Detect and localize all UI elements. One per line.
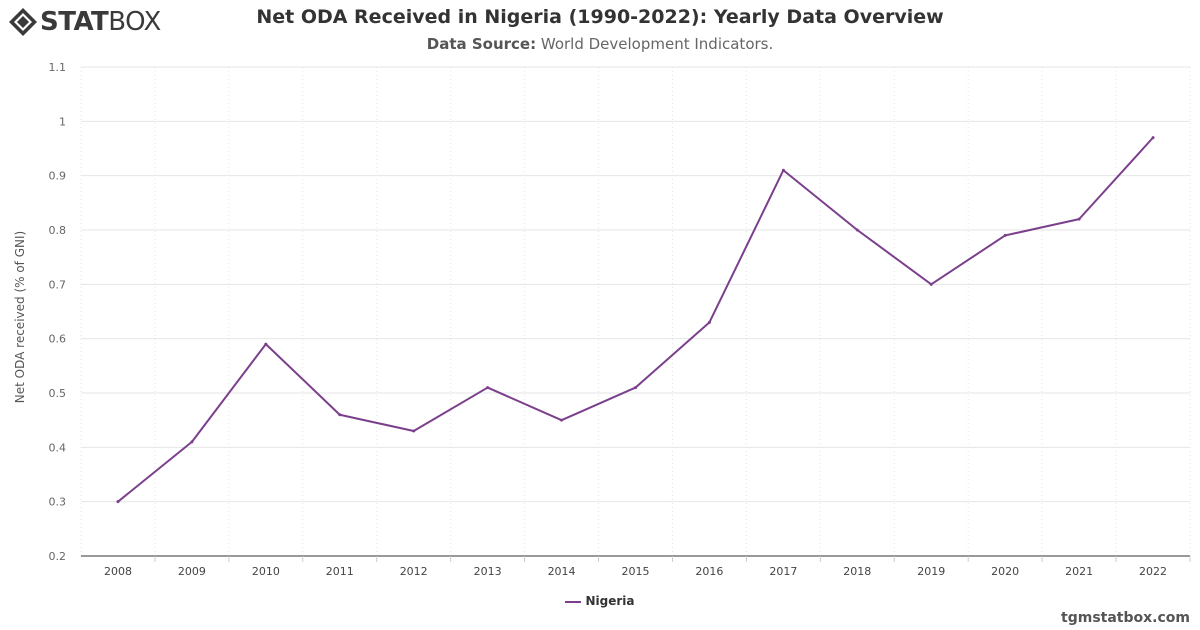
legend-swatch: [565, 600, 582, 603]
x-tick-label: 2015: [622, 565, 650, 578]
x-tick-label: 2013: [474, 565, 502, 578]
credit-text: tgmstatbox.com: [1061, 610, 1190, 626]
chart-title: Net ODA Received in Nigeria (1990-2022):…: [256, 6, 944, 28]
x-tick-label: 2011: [326, 565, 354, 578]
chart-subtitle: Data Source: World Development Indicator…: [0, 35, 1200, 53]
data-point: [855, 228, 859, 232]
data-point: [190, 440, 194, 444]
x-tick-label: 2010: [252, 565, 280, 578]
x-tick-label: 2019: [917, 565, 945, 578]
data-point: [929, 282, 933, 286]
logo-text-bold: STAT: [40, 7, 109, 37]
x-tick-label: 2018: [843, 565, 871, 578]
data-point: [338, 413, 342, 417]
data-point: [1077, 217, 1081, 221]
x-tick-label: 2009: [178, 565, 206, 578]
data-point: [781, 168, 785, 172]
x-tick-label: 2020: [991, 565, 1019, 578]
data-point: [116, 500, 120, 504]
legend[interactable]: Nigeria: [0, 594, 1200, 608]
y-tick-label: 0.4: [49, 441, 67, 454]
x-tick-label: 2012: [400, 565, 428, 578]
legend-item-label[interactable]: Nigeria: [585, 594, 635, 608]
logo: STATBOX: [8, 6, 161, 38]
y-tick-label: 0.9: [49, 170, 67, 183]
x-tick-label: 2021: [1065, 565, 1093, 578]
y-tick-label: 0.3: [49, 496, 67, 509]
data-point: [560, 418, 564, 422]
y-tick-label: 0.7: [49, 278, 67, 291]
y-tick-label: 1.1: [49, 61, 67, 74]
data-point: [264, 342, 268, 346]
y-tick-label: 1: [59, 115, 66, 128]
subtitle-value: World Development Indicators.: [540, 35, 774, 53]
data-point: [634, 386, 637, 390]
logo-text-light: BOX: [108, 7, 161, 37]
x-tick-label: 2008: [104, 565, 132, 578]
y-tick-label: 0.2: [49, 550, 67, 563]
subtitle-label: Data Source:: [426, 35, 537, 53]
x-tick-label: 2014: [548, 565, 576, 578]
data-point: [1003, 233, 1007, 237]
data-point: [707, 320, 711, 324]
y-tick-label: 0.6: [49, 333, 67, 346]
statbox-diamond-icon: [9, 8, 37, 36]
y-tick-label: 0.5: [49, 387, 67, 400]
x-tick-label: 2017: [769, 565, 797, 578]
data-point: [486, 386, 490, 390]
x-tick-label: 2016: [695, 565, 723, 578]
y-tick-label: 0.8: [49, 224, 67, 237]
data-point: [412, 429, 416, 433]
x-tick-label: 2022: [1139, 565, 1167, 578]
logo-text: STATBOX: [40, 7, 161, 37]
data-point: [1151, 136, 1155, 140]
